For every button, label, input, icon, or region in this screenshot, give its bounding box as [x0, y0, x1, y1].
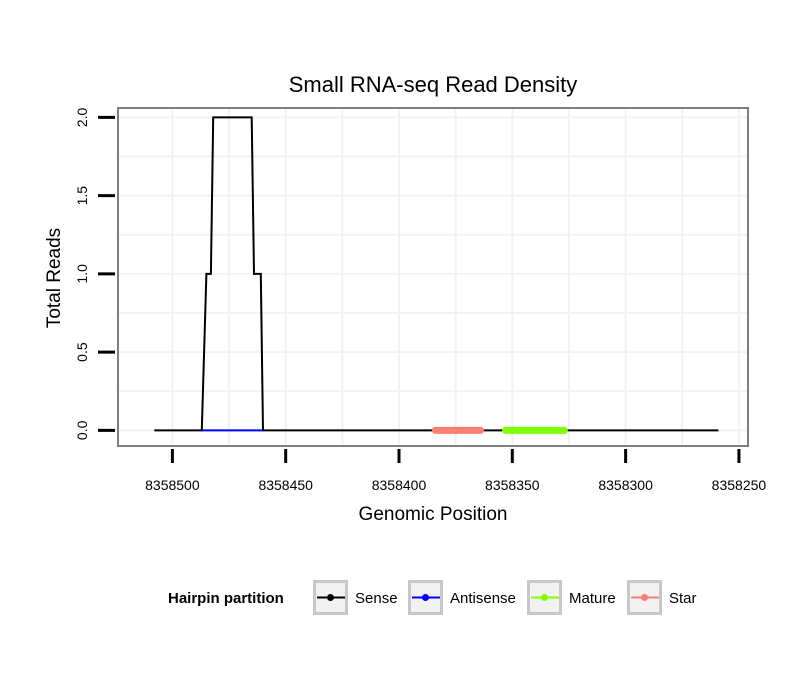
legend-key-point-antisense [422, 594, 429, 601]
y-axis-title: Total Reads [44, 228, 65, 328]
plot-border [117, 107, 749, 447]
y-tick-label: 0.5 [74, 342, 90, 362]
legend-title: Hairpin partition [168, 590, 284, 607]
legend-label-antisense: Antisense [450, 590, 516, 607]
legend-key-point-star [641, 594, 648, 601]
legend-key-point-sense [327, 594, 334, 601]
x-axis-title: Genomic Position [359, 504, 508, 525]
x-tick-label: 8358300 [598, 477, 653, 493]
legend-label-mature: Mature [569, 590, 616, 607]
x-tick-label: 8358350 [485, 477, 540, 493]
y-tick-label: 2.0 [74, 107, 90, 127]
legend-label-star: Star [669, 590, 697, 607]
y-tick-label: 1.5 [74, 186, 90, 206]
legend: Hairpin partition Sense Antisense Mature St… [168, 580, 697, 615]
series-line-sense [154, 116, 719, 432]
plot-area: 8358500 8358450 8358400 8358350 8358300 83582… [74, 107, 766, 493]
chart-title: Small RNA-seq Read Density [289, 72, 578, 97]
y-tick-label: 0.0 [74, 420, 90, 440]
y-tick-label: 1.0 [74, 264, 90, 284]
x-tick-label: 8358400 [372, 477, 427, 493]
x-tick-label: 8358450 [258, 477, 313, 493]
x-tick-label: 8358500 [145, 477, 200, 493]
x-tick-label: 8358250 [712, 477, 767, 493]
legend-key-point-mature [541, 594, 548, 601]
legend-label-sense: Sense [355, 590, 398, 607]
